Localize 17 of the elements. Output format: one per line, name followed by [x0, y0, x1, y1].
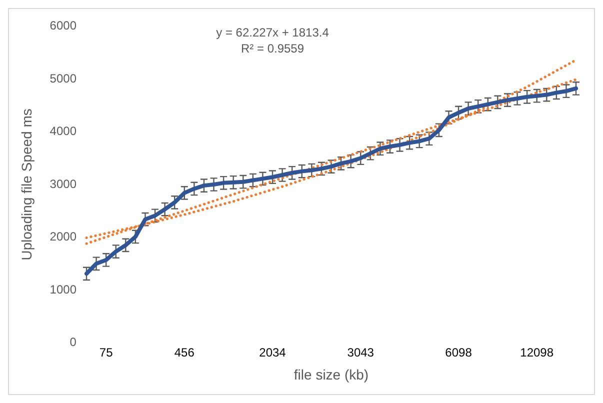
- x-tick-label: 3043: [347, 345, 374, 360]
- y-tick-label: 5000: [50, 71, 77, 86]
- y-tick-label: 1000: [50, 282, 77, 296]
- y-tick-label: 3000: [50, 176, 77, 191]
- x-tick-label: 456: [174, 345, 195, 360]
- y-axis-title: Uploading file Speed ms: [18, 108, 34, 260]
- y-tick-label: 2000: [50, 230, 77, 244]
- x-tick-label: 12098: [520, 345, 554, 360]
- y-tick-label: 0: [70, 335, 77, 350]
- y-tick-label: 4000: [50, 124, 77, 138]
- x-axis-title: file size (kb): [294, 366, 369, 382]
- annotation: R² = 0.9559: [240, 41, 304, 56]
- x-tick-label: 75: [99, 345, 114, 360]
- y-tick-label: 6000: [50, 18, 77, 33]
- x-tick-label: 6098: [445, 345, 472, 360]
- annotation: y = 62.227x + 1813.4: [216, 25, 330, 40]
- x-tick-label: 2034: [259, 345, 286, 360]
